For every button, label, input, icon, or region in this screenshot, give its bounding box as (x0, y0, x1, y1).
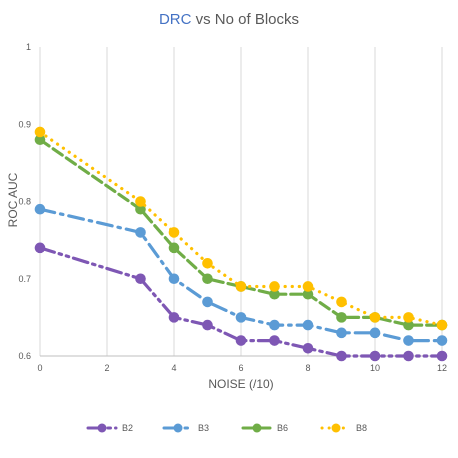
data-point-B2 (436, 350, 448, 362)
legend-swatch-marker (331, 423, 341, 433)
legend-item-B2: B2 (86, 423, 133, 433)
x-tick-label: 12 (437, 363, 447, 373)
legend-item-B6: B6 (241, 423, 288, 433)
data-point-B6 (336, 312, 347, 323)
data-point-B8 (135, 196, 146, 207)
data-point-B3 (235, 312, 247, 323)
y-tick-label: 0.9 (18, 119, 31, 129)
gridlines (39, 47, 443, 356)
data-point-B3 (202, 296, 213, 308)
data-point-B8 (202, 258, 213, 269)
data-point-B8 (302, 281, 314, 292)
legend-swatch-marker (97, 423, 107, 433)
data-point-B2 (34, 242, 46, 254)
data-point-B6 (168, 242, 180, 254)
data-point-B3 (34, 203, 46, 215)
y-tick-label: 0.7 (18, 274, 31, 284)
data-point-B2 (202, 319, 213, 331)
x-tick-label: 4 (171, 363, 176, 373)
x-tick-label: 8 (305, 363, 310, 373)
data-point-B8 (369, 312, 381, 323)
data-point-B2 (269, 335, 280, 346)
x-axis-title: NOISE (/10) (208, 377, 273, 391)
data-point-B8 (436, 319, 448, 331)
legend-label: B3 (198, 423, 209, 433)
data-point-B6 (403, 319, 414, 331)
data-point-B3 (269, 319, 280, 331)
data-point-B2 (336, 350, 347, 362)
data-point-B3 (168, 273, 180, 285)
x-tick-label: 10 (370, 363, 380, 373)
series-B2 (34, 242, 448, 362)
data-point-B6 (202, 273, 213, 285)
series-B8 (34, 126, 448, 331)
x-tick-label: 0 (37, 363, 42, 373)
data-point-B8 (168, 227, 180, 238)
legend-swatch-marker (252, 423, 262, 433)
series-B3 (34, 203, 448, 346)
chart-title-suffix: vs No of Blocks (191, 11, 299, 28)
data-point-B3 (369, 327, 381, 339)
data-point-B2 (302, 342, 314, 354)
data-point-B6 (135, 203, 146, 215)
legend-label: B8 (356, 423, 367, 433)
chart-title-prefix: DRC (159, 11, 192, 28)
data-point-B6 (34, 134, 46, 145)
data-point-B2 (235, 335, 247, 346)
legend-swatch-marker (173, 423, 183, 433)
data-point-B8 (235, 281, 247, 292)
data-point-B3 (403, 335, 414, 346)
y-tick-label: 0.6 (18, 351, 31, 361)
data-point-B6 (302, 288, 314, 300)
y-tick-label: 1 (26, 42, 31, 52)
data-point-B3 (336, 327, 347, 339)
series-group (34, 126, 448, 362)
data-point-B8 (269, 281, 280, 292)
data-point-B8 (403, 312, 414, 323)
tick-labels: 0 2 4 6 8 10 12 0.6 0.7 0.8 0.9 1 (18, 42, 447, 373)
legend-item-B8: B8 (320, 423, 367, 433)
series-line-B8 (38, 130, 444, 327)
legend-item-B3: B3 (162, 423, 209, 433)
data-point-B3 (436, 335, 448, 346)
data-point-B8 (34, 126, 46, 138)
x-tick-label: 6 (238, 363, 243, 373)
data-point-B2 (168, 312, 180, 323)
data-point-B2 (403, 350, 414, 362)
y-tick-label: 0.8 (18, 197, 31, 207)
legend-label: B2 (122, 423, 133, 433)
data-point-B2 (369, 350, 381, 362)
data-point-B8 (336, 296, 347, 308)
data-point-B6 (269, 288, 280, 300)
legend: B2 B3 B6 B8 (86, 423, 367, 433)
data-point-B2 (135, 273, 146, 285)
legend-label: B6 (277, 423, 288, 433)
x-tick-label: 2 (104, 363, 109, 373)
data-point-B3 (302, 319, 314, 331)
data-point-B3 (135, 227, 146, 238)
y-axis-title: ROC AUC (6, 172, 20, 227)
chart-title: DRC vs No of Blocks (159, 11, 299, 28)
